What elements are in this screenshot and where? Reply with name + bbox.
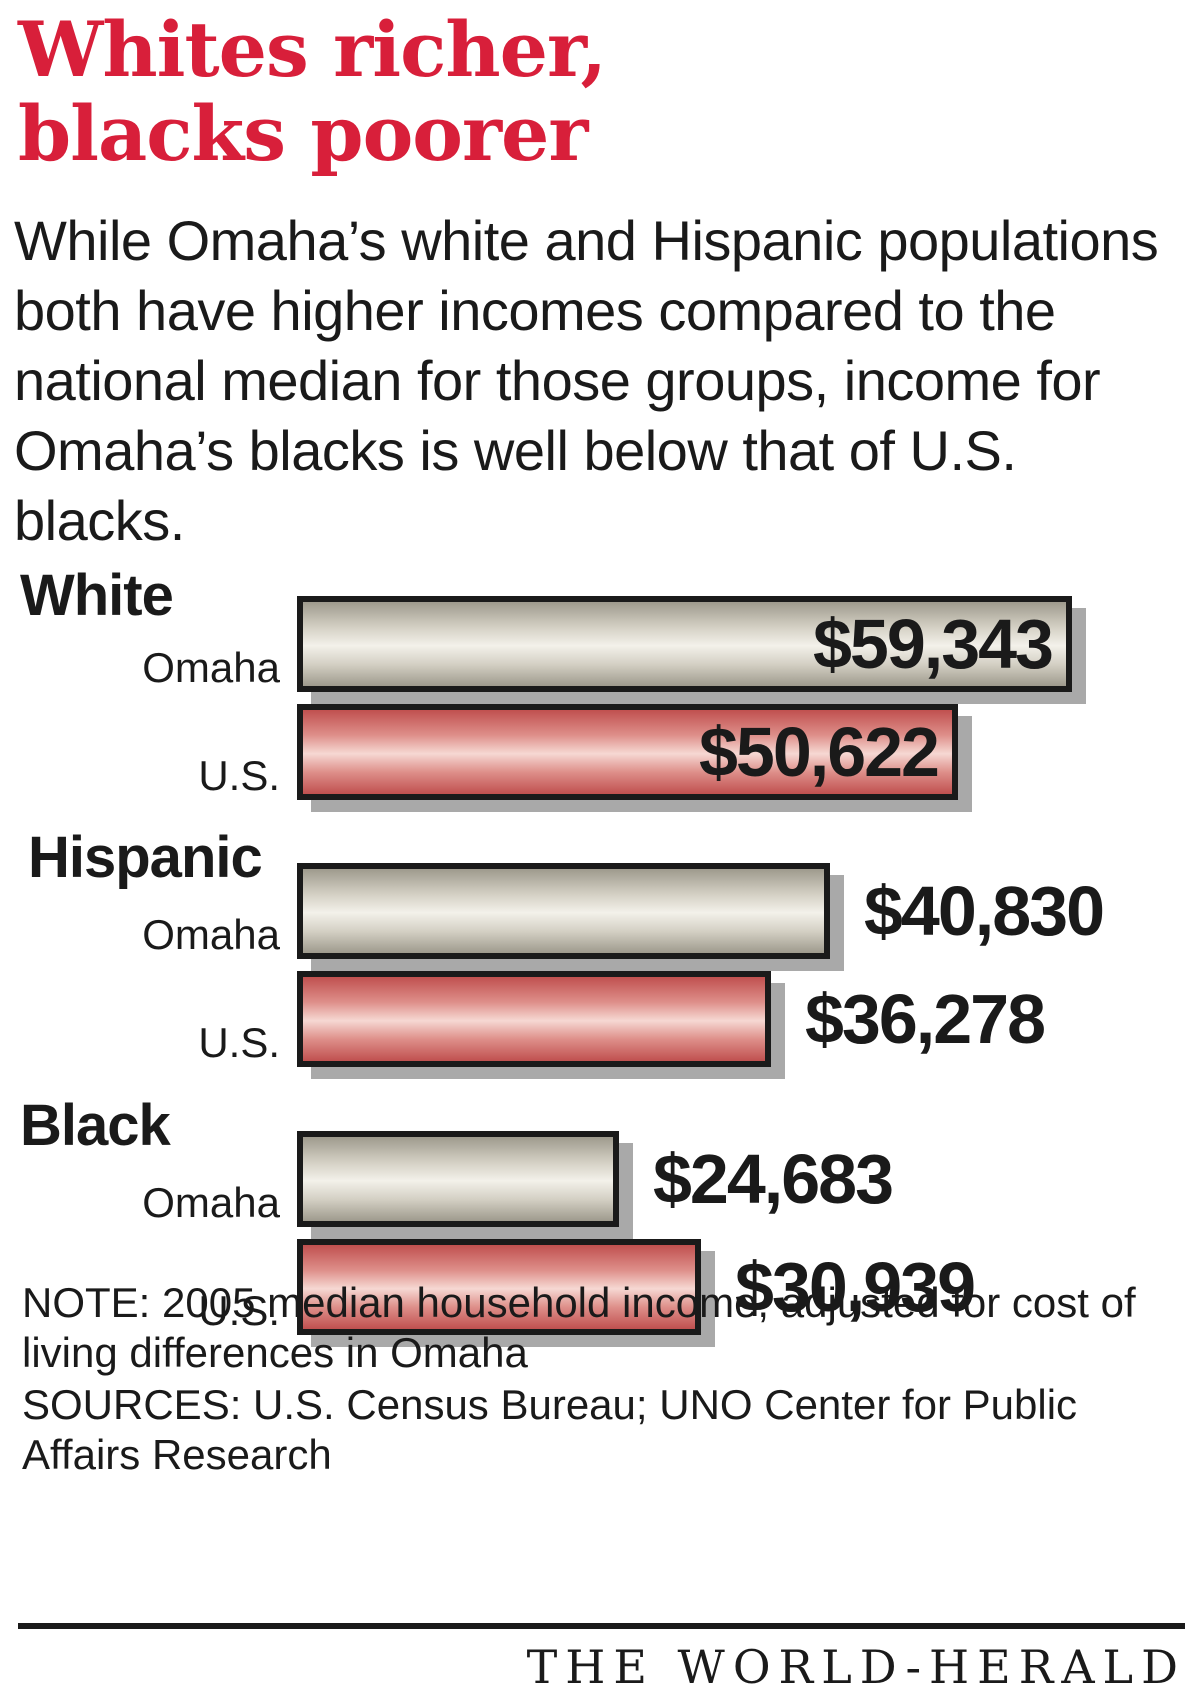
chart-subtitle: While Omaha’s white and Hispanic populat… [14, 209, 1159, 552]
series-label-omaha: Omaha [142, 1179, 280, 1226]
chart-note: NOTE: 2005 median household income, adju… [22, 1279, 1136, 1376]
bar-hispanic-us [297, 971, 771, 1067]
chart-sources: SOURCES: U.S. Census Bureau; UNO Center … [22, 1381, 1078, 1478]
bar-hispanic-omaha [297, 863, 830, 959]
bar-black-omaha [297, 1131, 619, 1227]
bar-white-us [297, 704, 958, 800]
category-label-white: White [20, 563, 174, 628]
value-label-hispanic-omaha: $40,830 [864, 872, 1105, 950]
chart-title-line2: blacks poorer [18, 89, 588, 178]
value-label-white-us: $50,622 [698, 713, 940, 791]
value-label-black-omaha: $24,683 [653, 1140, 894, 1218]
series-label-omaha: Omaha [142, 644, 280, 691]
category-label-black: Black [20, 1093, 171, 1158]
value-label-black-us: $30,939 [735, 1248, 976, 1326]
category-label-hispanic: Hispanic [28, 825, 263, 890]
series-label-us: U.S. [198, 1287, 280, 1334]
chart-title-line1: Whites richer, [18, 5, 607, 94]
value-label-hispanic-us: $36,278 [805, 980, 1046, 1058]
series-label-omaha: Omaha [142, 911, 280, 958]
value-label-white-omaha: $59,343 [812, 605, 1054, 683]
footer-divider [18, 1623, 1185, 1629]
series-label-us: U.S. [198, 752, 280, 799]
bar-white-omaha [297, 596, 1072, 692]
bar-black-us [297, 1239, 701, 1335]
chart-title: Whites richer, blacks poorer [18, 8, 1178, 176]
publisher-logo: THE WORLD-HERALD [526, 1640, 1186, 1694]
series-label-us: U.S. [198, 1019, 280, 1066]
